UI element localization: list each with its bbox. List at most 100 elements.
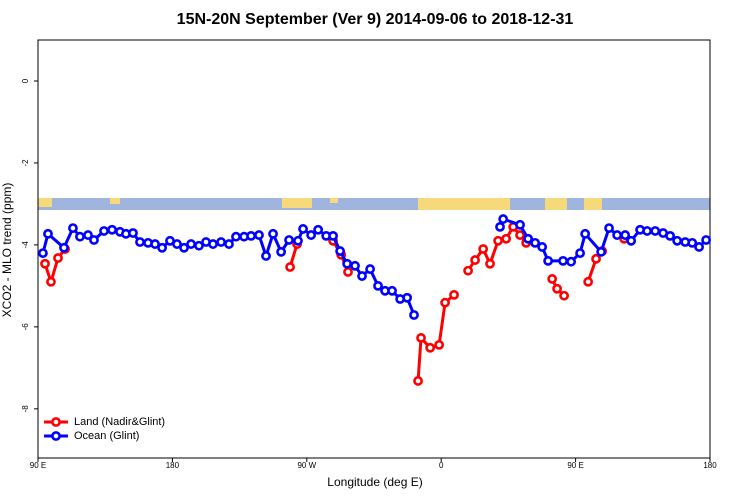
x-axis-label: Longitude (deg E)	[327, 475, 422, 489]
point	[293, 235, 303, 246]
point	[224, 239, 234, 249]
point	[284, 235, 294, 245]
point	[53, 253, 63, 263]
point	[558, 255, 568, 266]
point	[38, 248, 48, 258]
x-tick-label: 90 W	[297, 461, 316, 470]
point	[470, 255, 480, 265]
point	[612, 230, 623, 240]
point	[387, 285, 397, 296]
map-strip	[38, 198, 710, 210]
point	[515, 219, 525, 230]
point	[425, 342, 436, 353]
point	[665, 230, 676, 241]
point	[83, 230, 93, 240]
point	[559, 290, 570, 301]
point	[68, 223, 78, 233]
point	[89, 235, 99, 245]
legend-marker	[51, 431, 61, 441]
point	[40, 258, 50, 269]
point	[402, 292, 413, 303]
legend-item: Ocean (Glint)	[44, 430, 139, 442]
x-tick-label: 90 E	[30, 461, 46, 470]
y-tick-label: -6	[21, 323, 30, 331]
point	[328, 230, 338, 241]
point	[650, 226, 661, 236]
legend-marker	[51, 417, 61, 427]
point	[135, 237, 145, 247]
x-tick-label: 90 E	[567, 461, 583, 470]
point	[440, 297, 450, 308]
point	[493, 235, 503, 246]
point	[701, 235, 712, 245]
point	[498, 214, 509, 224]
legend-label: Ocean (Glint)	[74, 430, 139, 442]
point	[566, 256, 577, 267]
legend-label: Land (Nadir&Glint)	[74, 416, 165, 428]
point	[373, 280, 383, 291]
plot-frame	[37, 39, 711, 459]
y-axis-label: XCO2 - MLO trend (ppm)	[0, 183, 14, 318]
point	[343, 267, 353, 277]
point	[128, 228, 138, 238]
point	[596, 246, 607, 257]
point	[261, 251, 271, 261]
point	[298, 224, 308, 234]
point	[604, 223, 614, 233]
point	[523, 233, 534, 244]
point	[409, 310, 419, 320]
point	[46, 276, 56, 287]
point	[306, 230, 317, 240]
point	[268, 228, 278, 239]
point	[313, 224, 324, 235]
point	[463, 265, 473, 276]
point	[254, 230, 264, 240]
point	[591, 253, 601, 264]
x-tick-label: 0	[439, 461, 444, 470]
point	[365, 264, 376, 274]
point	[246, 230, 256, 241]
point	[687, 237, 698, 248]
x-tick-label: 180	[703, 461, 717, 470]
point	[276, 246, 287, 257]
point	[501, 233, 512, 244]
point	[485, 258, 495, 269]
point	[194, 240, 204, 251]
point	[350, 260, 360, 271]
y-tick-label: 0	[21, 78, 30, 83]
series-line	[45, 227, 624, 381]
point	[342, 258, 353, 269]
chart-title: 15N-20N September (Ver 9) 2014-09-06 to …	[177, 11, 574, 28]
y-tick-label: -2	[21, 159, 30, 167]
x-tick-label: 180	[166, 461, 180, 470]
y-tick-label: -4	[21, 241, 30, 249]
point	[575, 248, 585, 258]
point	[583, 276, 594, 287]
point	[335, 246, 346, 256]
point	[75, 231, 85, 242]
point	[99, 226, 109, 236]
point	[449, 289, 459, 300]
point	[626, 235, 637, 246]
point	[59, 242, 69, 253]
point	[543, 255, 554, 266]
point	[537, 242, 548, 252]
point	[150, 239, 160, 249]
y-tick-label: -8	[21, 405, 30, 413]
point	[231, 231, 241, 242]
point	[642, 226, 653, 236]
point	[580, 228, 591, 239]
legend-item: Land (Nadir&Glint)	[44, 416, 165, 428]
point	[285, 262, 295, 272]
point	[172, 239, 182, 249]
point	[672, 235, 683, 246]
point	[216, 237, 226, 247]
point	[478, 244, 489, 254]
point	[179, 242, 189, 253]
point	[434, 339, 445, 350]
point	[186, 239, 196, 249]
point	[547, 274, 558, 284]
point	[208, 239, 218, 249]
point	[620, 230, 631, 240]
